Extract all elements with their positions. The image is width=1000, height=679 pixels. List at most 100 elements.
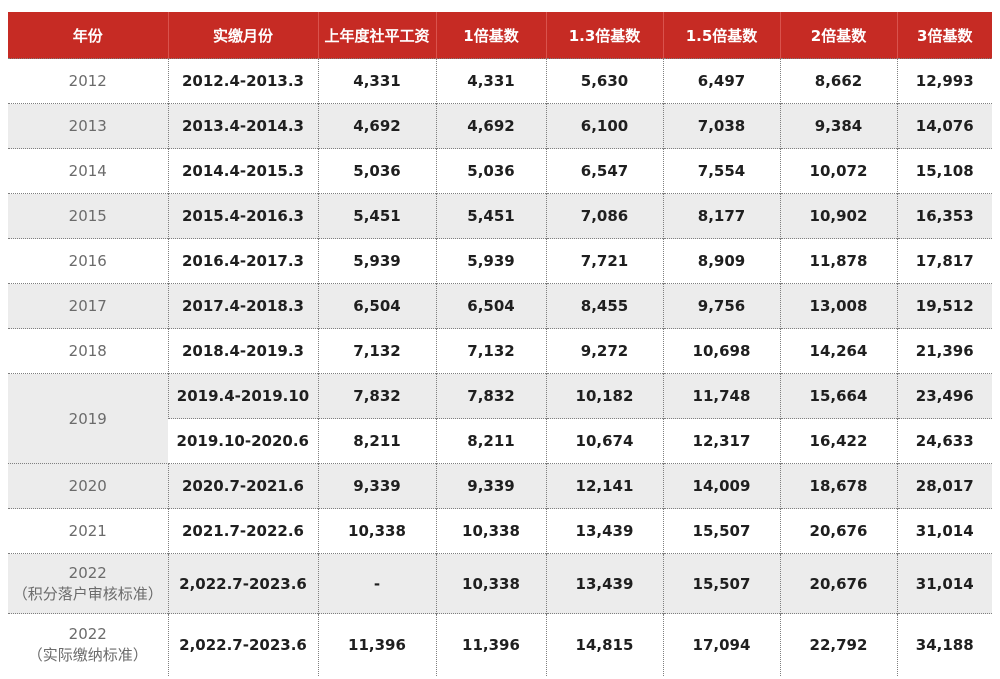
avg-wage-cell: -	[317, 553, 436, 614]
avg-wage-cell: 4,331	[317, 58, 436, 104]
social-insurance-base-table: 年份 实缴月份 上年度社平工资 1倍基数 1.3倍基数 1.5倍基数 2倍基数 …	[8, 12, 992, 676]
avg-wage-cell: 5,451	[317, 193, 436, 239]
year-note: （积分落户审核标准）	[12, 584, 163, 603]
header-avg-wage: 上年度社平工资	[317, 12, 436, 59]
table-row: 2019 2019.4-2019.10 7,832 7,832 10,182 1…	[8, 373, 992, 464]
base-3x-cell: 17,817	[896, 238, 992, 284]
avg-wage-cell: 9,339	[317, 463, 436, 509]
base-2x-cell: 18,678	[779, 463, 897, 509]
year-cell: 2020	[8, 463, 168, 509]
year-cell: 2021	[8, 508, 168, 554]
table-row: 2017 2017.4-2018.3 6,504 6,504 8,455 9,7…	[8, 283, 992, 329]
base-2x-cell: 14,264	[779, 328, 897, 374]
base-3x-cell: 34,188	[896, 613, 992, 676]
base-1x-cell: 10,338	[435, 508, 546, 554]
base-1x-cell: 9,339	[435, 463, 546, 509]
period-cell: 2018.4-2019.3	[167, 328, 318, 374]
base-1-5x-cell: 15,507	[662, 553, 780, 614]
period-cell: 2013.4-2014.3	[167, 103, 318, 149]
base-1-5x-cell: 7,038	[662, 103, 780, 149]
year-note: （实际缴纳标准）	[27, 645, 148, 664]
base-1-5x-cell: 15,507	[662, 508, 780, 554]
base-1-3x-cell: 14,815	[545, 613, 663, 676]
base-2x-cell: 20,676	[779, 508, 897, 554]
base-1x-cell: 5,036	[435, 148, 546, 194]
base-1-5x-cell: 11,748	[662, 373, 780, 419]
year-cell: 2022 （积分落户审核标准）	[8, 553, 168, 614]
avg-wage-cell: 10,338	[317, 508, 436, 554]
period-cell: 2019.4-2019.10	[167, 373, 318, 419]
base-3x-cell: 28,017	[896, 463, 992, 509]
year-cell: 2013	[8, 103, 168, 149]
base-2x-cell: 8,662	[779, 58, 897, 104]
avg-wage-cell: 4,692	[317, 103, 436, 149]
base-1-3x-cell: 10,674	[545, 418, 663, 464]
avg-wage-cell: 7,132	[317, 328, 436, 374]
base-3x-cell: 21,396	[896, 328, 992, 374]
avg-wage-cell: 5,939	[317, 238, 436, 284]
base-1x-cell: 10,338	[435, 553, 546, 614]
base-1-5x-cell: 6,497	[662, 58, 780, 104]
base-3x-cell: 31,014	[896, 508, 992, 554]
base-1-3x-cell: 10,182	[545, 373, 663, 419]
header-base-1x: 1倍基数	[435, 12, 546, 59]
base-3x-cell: 31,014	[896, 553, 992, 614]
year-value: 2022	[68, 624, 107, 643]
base-3x-cell: 23,496	[896, 373, 992, 419]
base-1-5x-cell: 8,909	[662, 238, 780, 284]
period-cell: 2,022.7-2023.6	[167, 613, 318, 676]
period-cell: 2012.4-2013.3	[167, 58, 318, 104]
period-cell: 2016.4-2017.3	[167, 238, 318, 284]
base-3x-cell: 19,512	[896, 283, 992, 329]
base-1-3x-cell: 6,547	[545, 148, 663, 194]
base-1-3x-cell: 13,439	[545, 508, 663, 554]
base-3x-cell: 14,076	[896, 103, 992, 149]
base-2x-cell: 9,384	[779, 103, 897, 149]
base-1-5x-cell: 7,554	[662, 148, 780, 194]
base-2x-cell: 10,902	[779, 193, 897, 239]
base-2x-cell: 10,072	[779, 148, 897, 194]
header-period: 实缴月份	[167, 12, 318, 59]
base-1-5x-cell: 12,317	[662, 418, 780, 464]
base-1-3x-cell: 8,455	[545, 283, 663, 329]
period-cell: 2,022.7-2023.6	[167, 553, 318, 614]
year-cell: 2017	[8, 283, 168, 329]
base-2x-cell: 13,008	[779, 283, 897, 329]
base-1-5x-cell: 8,177	[662, 193, 780, 239]
header-base-3x: 3倍基数	[896, 12, 992, 59]
avg-wage-cell: 5,036	[317, 148, 436, 194]
social-insurance-base-table-container: 年份 实缴月份 上年度社平工资 1倍基数 1.3倍基数 1.5倍基数 2倍基数 …	[8, 12, 992, 676]
header-year: 年份	[8, 12, 168, 59]
year-cell: 2019	[8, 373, 168, 464]
base-1x-cell: 7,832	[435, 373, 546, 419]
base-1-5x-cell: 10,698	[662, 328, 780, 374]
avg-wage-cell: 8,211	[317, 418, 436, 464]
table-row: 2018 2018.4-2019.3 7,132 7,132 9,272 10,…	[8, 328, 992, 374]
table-row: 2022 （实际缴纳标准） 2,022.7-2023.6 11,396 11,3…	[8, 613, 992, 676]
base-1x-cell: 8,211	[435, 418, 546, 464]
base-2x-cell: 11,878	[779, 238, 897, 284]
header-base-2x: 2倍基数	[779, 12, 897, 59]
base-2x-cell: 15,664	[779, 373, 897, 419]
base-2x-cell: 16,422	[779, 418, 897, 464]
base-3x-cell: 24,633	[896, 418, 992, 464]
base-2x-cell: 20,676	[779, 553, 897, 614]
base-1x-cell: 5,939	[435, 238, 546, 284]
year-cell: 2015	[8, 193, 168, 239]
table-row: 2015 2015.4-2016.3 5,451 5,451 7,086 8,1…	[8, 193, 992, 239]
period-cell: 2017.4-2018.3	[167, 283, 318, 329]
base-1-3x-cell: 7,086	[545, 193, 663, 239]
period-cell: 2019.10-2020.6	[168, 418, 318, 464]
base-1-3x-cell: 12,141	[545, 463, 663, 509]
table-row: 2013 2013.4-2014.3 4,692 4,692 6,100 7,0…	[8, 103, 992, 149]
period-cell: 2020.7-2021.6	[167, 463, 318, 509]
table-row: 2020 2020.7-2021.6 9,339 9,339 12,141 14…	[8, 463, 992, 509]
table-row: 2021 2021.7-2022.6 10,338 10,338 13,439 …	[8, 508, 992, 554]
base-2x-cell: 22,792	[779, 613, 897, 676]
base-1x-cell: 4,331	[435, 58, 546, 104]
period-cell: 2014.4-2015.3	[167, 148, 318, 194]
base-1-3x-cell: 13,439	[545, 553, 663, 614]
period-cell: 2015.4-2016.3	[167, 193, 318, 239]
year-value: 2022	[68, 563, 107, 582]
base-1-5x-cell: 17,094	[662, 613, 780, 676]
